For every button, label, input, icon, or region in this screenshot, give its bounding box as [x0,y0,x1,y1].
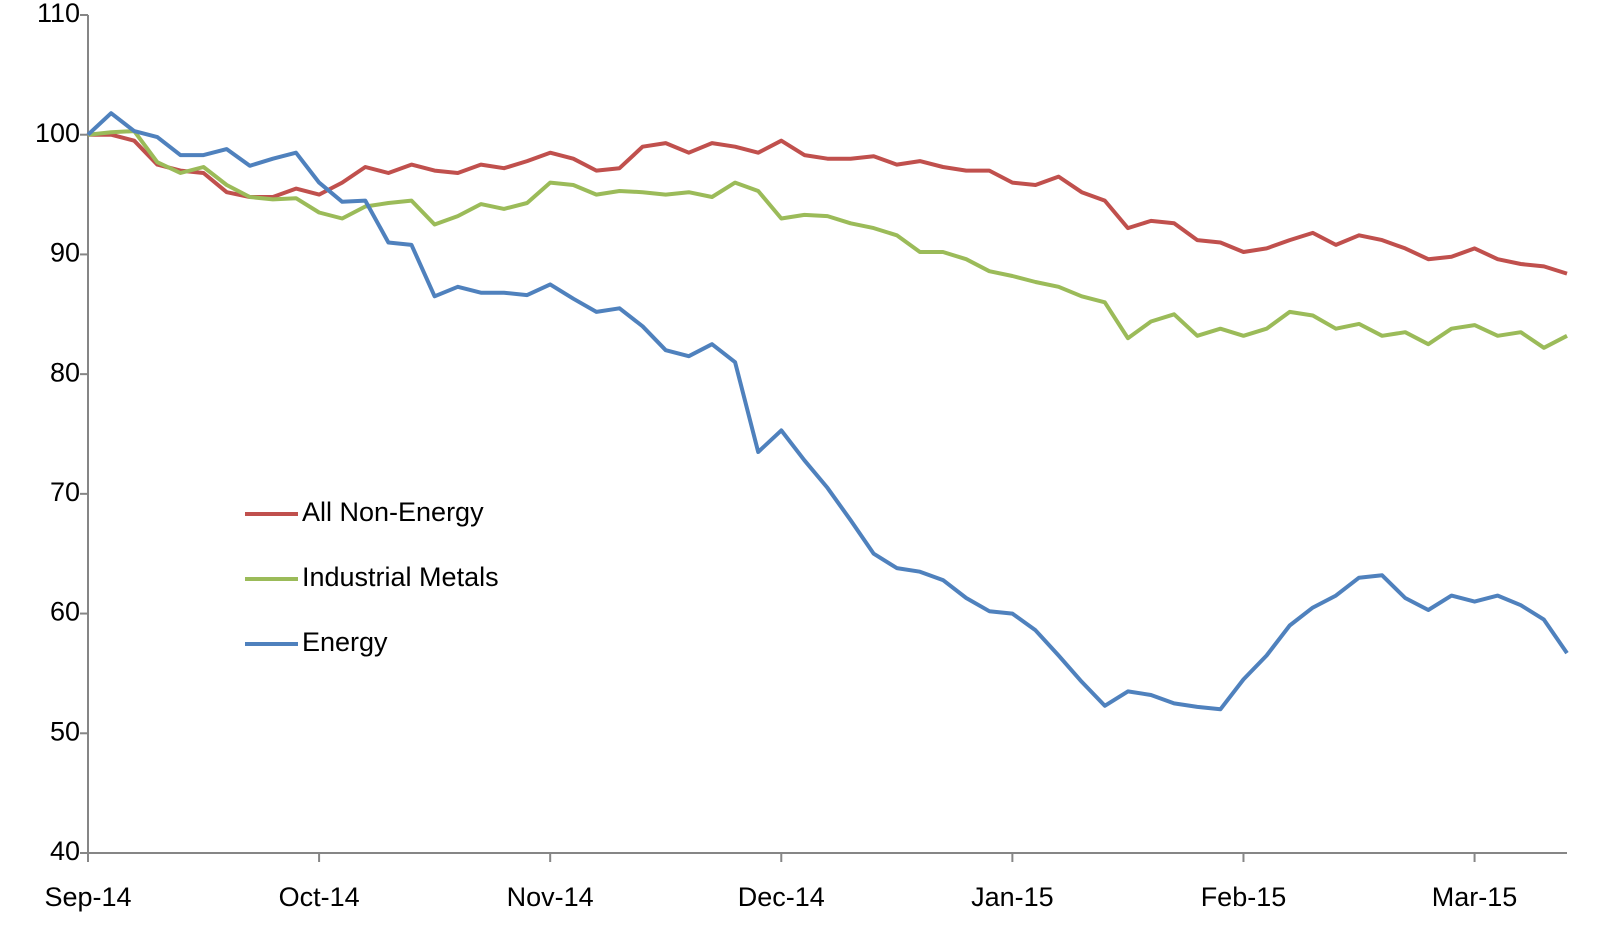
legend-label: Industrial Metals [302,562,499,592]
x-tick-label: Jan-15 [971,882,1054,912]
x-tick-label: Feb-15 [1201,882,1287,912]
y-tick-label: 80 [50,357,80,387]
y-tick-label: 90 [50,238,80,268]
x-tick-label: Oct-14 [279,882,360,912]
legend-label: Energy [302,627,388,657]
y-tick-label: 40 [50,836,80,866]
x-tick-label: Mar-15 [1432,882,1518,912]
y-tick-label: 50 [50,716,80,746]
y-tick-label: 110 [37,0,80,28]
x-tick-label: Sep-14 [44,882,131,912]
series-line [87,129,1568,350]
y-tick-label: 60 [50,597,80,627]
legend-label: All Non-Energy [302,497,484,527]
x-tick-label: Nov-14 [507,882,594,912]
series-line [88,132,1568,276]
y-tick-label: 70 [50,477,80,507]
x-tick-label: Dec-14 [738,882,825,912]
series-line [86,111,1569,712]
y-tick-label: 100 [35,118,80,148]
